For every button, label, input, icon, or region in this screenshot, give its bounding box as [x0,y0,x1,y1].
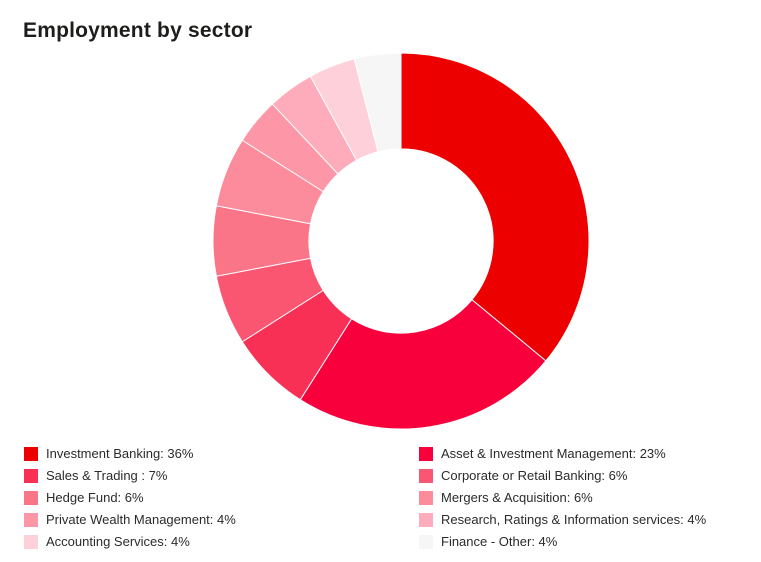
legend-swatch [419,491,433,505]
legend-item-research-ratings-information-services[interactable]: Research, Ratings & Information services… [419,513,744,527]
legend-label: Research, Ratings & Information services… [441,512,707,527]
legend-label: Sales & Trading : 7% [46,468,168,483]
legend-item-sales-trading[interactable]: Sales & Trading : 7% [24,469,419,483]
legend-item-private-wealth-management[interactable]: Private Wealth Management: 4% [24,513,419,527]
legend-swatch [419,535,433,549]
legend-swatch [419,513,433,527]
legend-label: Mergers & Acquisition: 6% [441,490,593,505]
legend-label: Hedge Fund: 6% [46,490,144,505]
legend-label: Private Wealth Management: 4% [46,512,236,527]
legend-item-hedge-fund[interactable]: Hedge Fund: 6% [24,491,419,505]
legend-swatch [419,469,433,483]
legend-label: Asset & Investment Management: 23% [441,446,666,461]
chart-legend: Investment Banking: 36% Asset & Investmen… [24,443,744,553]
legend-swatch [24,469,38,483]
legend-swatch [419,447,433,461]
legend-item-asset-investment-management[interactable]: Asset & Investment Management: 23% [419,447,744,461]
legend-swatch [24,513,38,527]
pie-slice-asset-investment-management[interactable] [299,299,547,430]
pie-slice-finance-other[interactable] [353,52,402,153]
legend-label: Investment Banking: 36% [46,446,194,461]
legend-item-investment-banking[interactable]: Investment Banking: 36% [24,447,419,461]
pie-slice-investment-banking[interactable] [400,52,590,362]
legend-label: Accounting Services: 4% [46,534,190,549]
legend-swatch [24,491,38,505]
legend-item-corporate-or-retail-banking[interactable]: Corporate or Retail Banking: 6% [419,469,744,483]
legend-item-accounting-services[interactable]: Accounting Services: 4% [24,535,419,549]
legend-item-finance-other[interactable]: Finance - Other: 4% [419,535,744,549]
legend-swatch [24,447,38,461]
chart-title: Employment by sector [23,19,253,42]
legend-label: Corporate or Retail Banking: 6% [441,468,628,483]
legend-swatch [24,535,38,549]
legend-item-mergers-acquisition[interactable]: Mergers & Acquisition: 6% [419,491,744,505]
legend-label: Finance - Other: 4% [441,534,558,549]
donut-chart [212,52,590,430]
